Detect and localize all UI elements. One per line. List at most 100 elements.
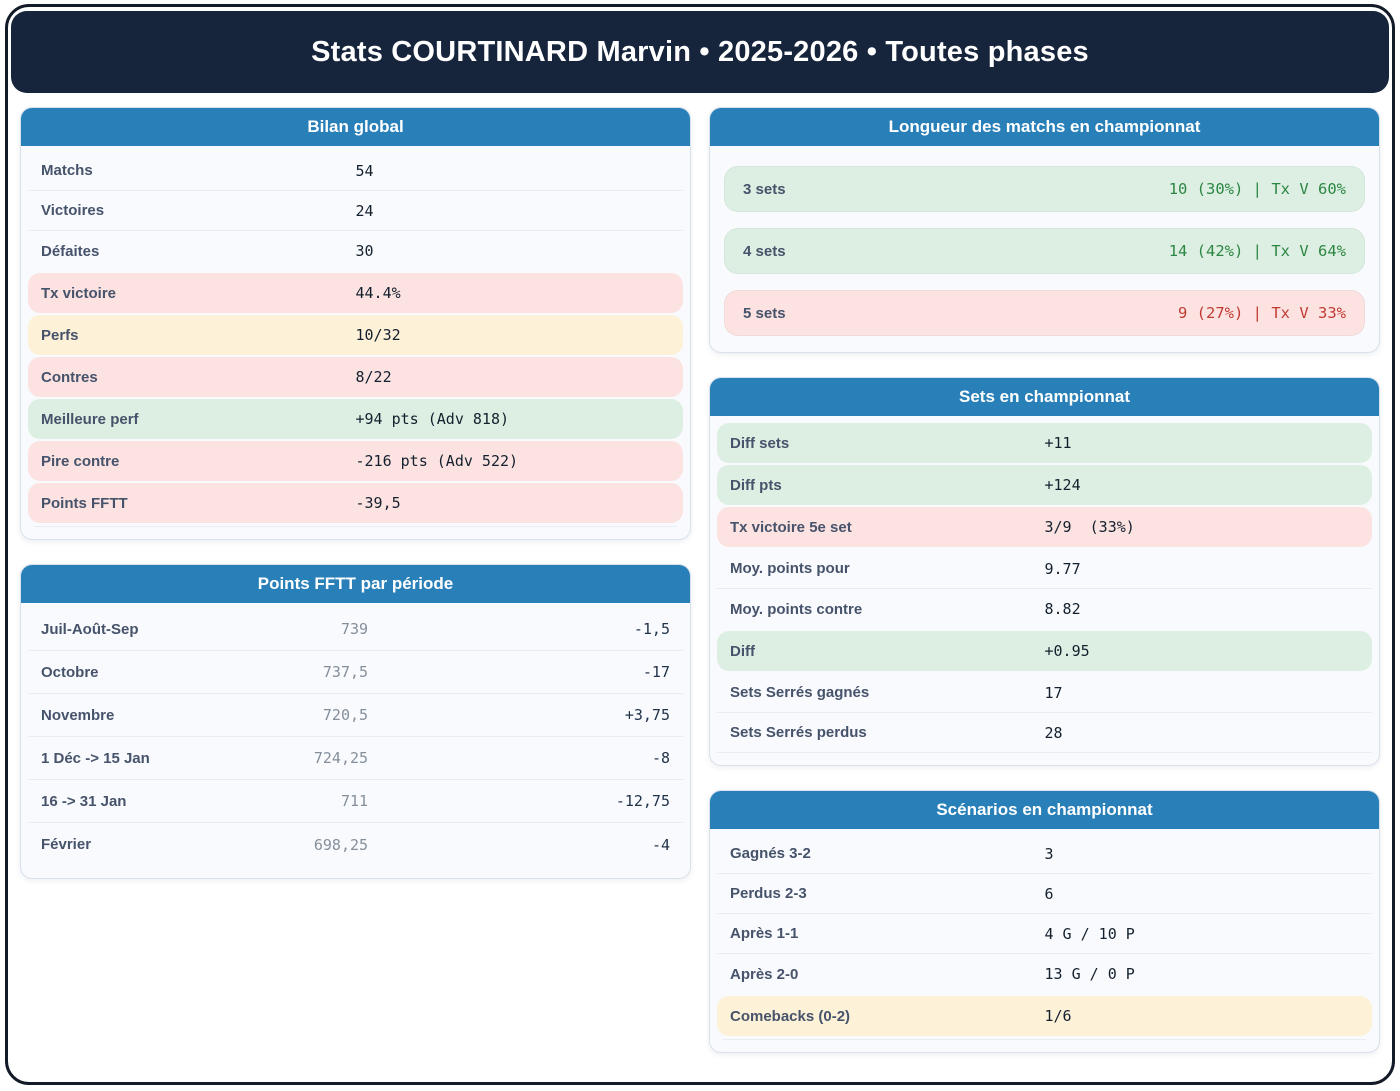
period-row: Novembre 720,5 +3,75 <box>28 694 683 737</box>
length-label: 5 sets <box>743 304 786 322</box>
card-body: Gagnés 3-2 3 Perdus 2-3 6 Après 1-1 4 G … <box>710 829 1379 1052</box>
divider <box>34 525 677 527</box>
stat-row: Matchs 54 <box>28 151 683 191</box>
stat-label: Meilleure perf <box>41 410 139 428</box>
stat-label: Perfs <box>41 326 79 344</box>
period-points: 711 <box>340 792 369 810</box>
card-bilan-global: Bilan global Matchs 54 Victoires 24 Défa… <box>20 107 691 540</box>
length-value: 10 (30%) | Tx V 60% <box>1168 180 1346 198</box>
left-column: Bilan global Matchs 54 Victoires 24 Défa… <box>20 107 691 1053</box>
divider <box>723 1038 1366 1040</box>
period-label: 16 -> 31 Jan <box>41 792 127 810</box>
period-points: 737,5 <box>322 663 369 681</box>
card-longueur-matchs: Longueur des matchs en championnat 3 set… <box>709 107 1380 353</box>
stat-label: Diff sets <box>730 434 790 452</box>
length-label: 3 sets <box>743 180 786 198</box>
stat-label: Tx victoire 5e set <box>730 518 852 536</box>
stat-row: Sets Serrés perdus 28 <box>717 713 1372 753</box>
period-points: 698,25 <box>313 835 369 854</box>
period-row: Février 698,25 -4 <box>28 823 683 866</box>
period-points: 724,25 <box>313 749 369 767</box>
stat-row: Après 2-0 13 G / 0 P <box>717 954 1372 994</box>
stat-label: Points FFTT <box>41 494 128 512</box>
stat-label: Comebacks (0-2) <box>730 1007 851 1025</box>
stat-row: Perfs 10/32 <box>28 315 683 355</box>
stat-row: Comebacks (0-2) 1/6 <box>717 996 1372 1036</box>
stat-row: Meilleure perf +94 pts (Adv 818) <box>28 399 683 439</box>
stat-label: Après 2-0 <box>730 965 799 983</box>
card-title: Points FFTT par période <box>21 565 690 603</box>
stat-value: 8/22 <box>355 368 392 386</box>
stat-label: Pire contre <box>41 452 120 470</box>
stat-value: 8.82 <box>1044 600 1081 618</box>
card-sets-championnat: Sets en championnat Diff sets +11 Diff p… <box>709 377 1380 766</box>
length-label: 4 sets <box>743 242 786 260</box>
stat-label: Tx victoire <box>41 284 117 302</box>
stat-label: Sets Serrés perdus <box>730 724 867 741</box>
period-points: 720,5 <box>322 706 369 724</box>
stat-value: 54 <box>355 161 374 180</box>
length-value: 14 (42%) | Tx V 64% <box>1168 242 1346 260</box>
stat-row: Pire contre -216 pts (Adv 522) <box>28 441 683 481</box>
match-length-row: 5 sets 9 (27%) | Tx V 33% <box>724 290 1365 336</box>
period-delta: -1,5 <box>633 620 670 638</box>
stat-value: 28 <box>1044 723 1063 742</box>
stat-label: Diff pts <box>730 476 782 494</box>
period-delta: +3,75 <box>624 706 670 724</box>
period-points: 739 <box>340 620 369 638</box>
stat-label: Victoires <box>41 202 105 219</box>
stat-value: 24 <box>355 201 374 220</box>
period-delta: -4 <box>651 835 670 854</box>
stat-value: +0.95 <box>1044 642 1090 660</box>
stat-value: 9.77 <box>1044 559 1081 578</box>
stat-label: Après 1-1 <box>730 925 799 942</box>
stat-value: 10/32 <box>355 326 401 344</box>
stat-value: 1/6 <box>1044 1007 1072 1025</box>
card-body: 3 sets 10 (30%) | Tx V 60% 4 sets 14 (42… <box>710 146 1379 352</box>
stat-label: Matchs <box>41 162 93 179</box>
match-length-row: 3 sets 10 (30%) | Tx V 60% <box>724 166 1365 212</box>
stat-row: Moy. points contre 8.82 <box>717 589 1372 629</box>
stat-row: Points FFTT -39,5 <box>28 483 683 523</box>
stat-value: 6 <box>1044 884 1054 903</box>
stat-row: Tx victoire 5e set 3/9 (33%) <box>717 507 1372 547</box>
period-delta: -17 <box>642 663 670 681</box>
period-row: 16 -> 31 Jan 711 -12,75 <box>28 780 683 823</box>
stat-value: 44.4% <box>355 284 401 302</box>
match-length-row: 4 sets 14 (42%) | Tx V 64% <box>724 228 1365 274</box>
stat-value: 3/9 (33%) <box>1044 518 1135 536</box>
period-delta: -12,75 <box>615 792 670 810</box>
period-row: 1 Déc -> 15 Jan 724,25 -8 <box>28 737 683 780</box>
stat-value: 13 G / 0 P <box>1044 965 1135 983</box>
period-row: Juil-Août-Sep 739 -1,5 <box>28 608 683 651</box>
stat-value: 4 G / 10 P <box>1044 924 1135 943</box>
stat-value: -216 pts (Adv 522) <box>355 452 519 470</box>
period-delta: -8 <box>651 749 670 767</box>
stat-value: 17 <box>1044 683 1063 702</box>
period-label: Juil-Août-Sep <box>41 620 139 638</box>
stat-value: 30 <box>355 242 374 260</box>
stat-row: Après 1-1 4 G / 10 P <box>717 914 1372 954</box>
stat-row: Moy. points pour 9.77 <box>717 549 1372 589</box>
stat-row: Victoires 24 <box>28 191 683 231</box>
card-title: Bilan global <box>21 108 690 146</box>
card-title: Sets en championnat <box>710 378 1379 416</box>
stat-row: Perdus 2-3 6 <box>717 874 1372 914</box>
card-title: Scénarios en championnat <box>710 791 1379 829</box>
stat-label: Diff <box>730 642 755 660</box>
period-label: Octobre <box>41 663 99 681</box>
card-body: Diff sets +11 Diff pts +124 Tx victoire … <box>710 416 1379 765</box>
stat-label: Défaites <box>41 242 100 260</box>
right-column: Longueur des matchs en championnat 3 set… <box>709 107 1380 1053</box>
length-value: 9 (27%) | Tx V 33% <box>1178 304 1346 322</box>
stat-row: Gagnés 3-2 3 <box>717 834 1372 874</box>
card-title: Longueur des matchs en championnat <box>710 108 1379 146</box>
stat-value: +94 pts (Adv 818) <box>355 410 510 428</box>
stat-value: +11 <box>1044 434 1072 452</box>
stat-label: Moy. points pour <box>730 560 850 577</box>
stat-label: Perdus 2-3 <box>730 885 807 902</box>
stat-row: Sets Serrés gagnés 17 <box>717 673 1372 713</box>
stat-row: Diff sets +11 <box>717 423 1372 463</box>
page-frame: Stats COURTINARD Marvin • 2025-2026 • To… <box>5 4 1395 1085</box>
stat-row: Tx victoire 44.4% <box>28 273 683 313</box>
